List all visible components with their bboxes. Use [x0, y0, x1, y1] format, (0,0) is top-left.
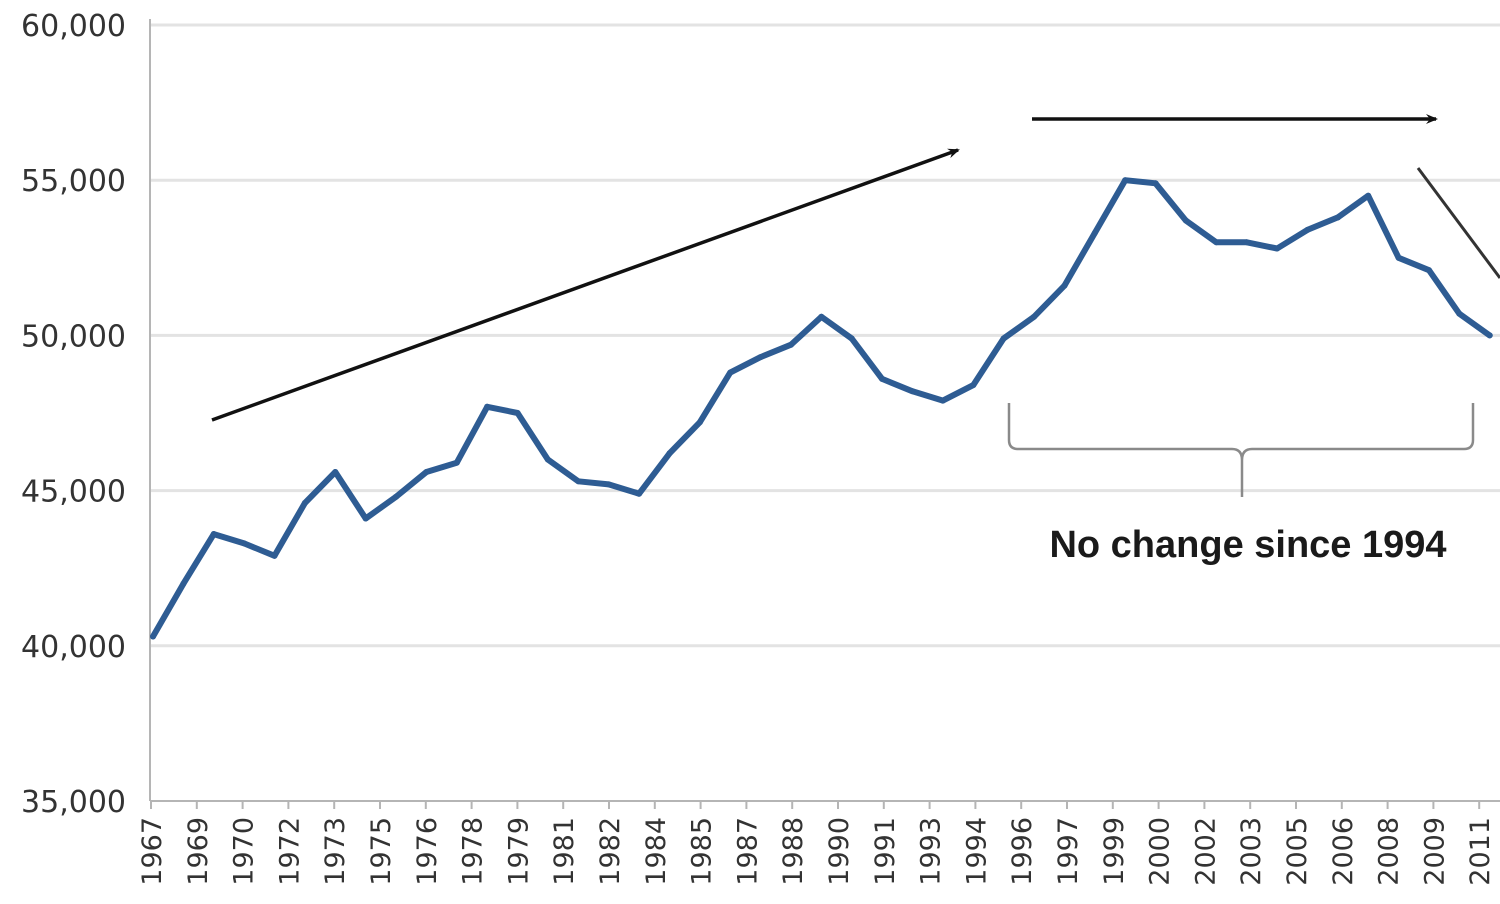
y-tick-label: 60,000	[21, 9, 126, 44]
data-point	[970, 382, 977, 389]
x-tick-label: 1981	[549, 817, 580, 886]
data-point	[1456, 310, 1463, 317]
data-point	[210, 531, 217, 538]
data-point	[1152, 180, 1159, 187]
x-tick-label: 1988	[778, 817, 809, 886]
x-tick-label: 1994	[961, 817, 992, 886]
data-point	[1395, 254, 1402, 261]
data-point	[848, 335, 855, 342]
data-point	[636, 490, 643, 497]
series-layer	[150, 177, 1493, 640]
data-point	[1182, 217, 1189, 224]
x-tick-label: 1973	[320, 817, 351, 886]
data-point	[150, 633, 156, 640]
data-point	[180, 580, 187, 587]
data-point	[332, 468, 339, 475]
data-point	[605, 481, 612, 488]
data-point	[879, 375, 886, 382]
data-point	[1122, 177, 1129, 184]
x-tick-label: 2011	[1465, 817, 1496, 886]
data-point	[241, 540, 248, 547]
data-point	[301, 500, 308, 507]
x-tick-label: 1996	[1007, 817, 1038, 886]
x-tick-label: 2005	[1282, 817, 1313, 886]
data-point	[1031, 313, 1038, 320]
data-point	[939, 397, 946, 404]
x-tick-label: 1982	[595, 817, 626, 886]
data-point	[909, 388, 916, 395]
y-axis-ticks: 35,000 40,000 45,000 50,000 55,000 60,000	[21, 9, 126, 820]
x-tick-label: 1972	[274, 817, 305, 886]
axes	[149, 19, 1500, 802]
data-point	[1274, 245, 1281, 252]
data-point	[666, 450, 673, 457]
data-point	[362, 515, 369, 522]
series-line	[150, 177, 1493, 640]
trend-down-arrow	[1416, 167, 1500, 279]
data-point	[1061, 282, 1068, 289]
data-point	[423, 468, 430, 475]
x-tick-label: 1991	[870, 817, 901, 886]
data-point	[1091, 229, 1098, 236]
x-tick-label: 2002	[1190, 817, 1221, 886]
data-point	[1243, 239, 1250, 246]
x-tick-label: 1967	[137, 817, 168, 886]
data-point	[575, 478, 582, 485]
x-tick-label: 2000	[1145, 817, 1176, 886]
y-tick-label: 45,000	[21, 475, 126, 510]
data-point	[1213, 239, 1220, 246]
data-point	[271, 552, 278, 559]
x-tick-label: 1969	[183, 817, 214, 886]
y-tick-label: 35,000	[21, 785, 126, 820]
data-point	[393, 493, 400, 500]
gridlines	[150, 23, 1500, 648]
data-point	[727, 369, 734, 376]
no-change-brace	[1007, 403, 1475, 497]
y-tick-label: 40,000	[21, 630, 126, 665]
data-point	[1334, 214, 1341, 221]
x-tick-label: 1987	[732, 817, 763, 886]
trend-up-arrow	[211, 148, 960, 422]
data-point	[1365, 192, 1372, 199]
data-point	[453, 459, 460, 466]
x-tick-label: 2008	[1374, 817, 1405, 886]
data-point	[787, 341, 794, 348]
data-point	[1486, 332, 1493, 339]
annotations: No change since 1994	[211, 114, 1500, 566]
x-tick-label: 1984	[641, 817, 672, 886]
x-tick-label: 1970	[229, 817, 260, 886]
x-tick-label: 2006	[1328, 817, 1359, 886]
x-tick-label: 1975	[366, 817, 397, 886]
y-tick-label: 50,000	[21, 319, 126, 354]
x-tick-label: 2009	[1419, 817, 1450, 886]
data-point	[544, 456, 551, 463]
y-tick-label: 55,000	[21, 164, 126, 199]
x-tick-label: 1999	[1099, 817, 1130, 886]
x-tick-label: 1997	[1053, 817, 1084, 886]
x-tick-label: 1979	[503, 817, 534, 886]
x-tick-label: 1978	[458, 817, 489, 886]
data-point	[696, 419, 703, 426]
no-change-annotation: No change since 1994	[1049, 524, 1446, 566]
x-tick-label: 1993	[916, 817, 947, 886]
x-tick-label: 1990	[824, 817, 855, 886]
data-point	[1425, 267, 1432, 274]
x-tick-label: 1985	[687, 817, 718, 886]
data-point	[818, 313, 825, 320]
x-tick-label: 2003	[1236, 817, 1267, 886]
data-point	[1304, 226, 1311, 233]
data-point	[1000, 335, 1007, 342]
x-tick-label: 1976	[412, 817, 443, 886]
data-point	[484, 403, 491, 410]
data-point	[757, 354, 764, 361]
x-axis-ticks: 1967 1969 1970 1972 1973 1975 1976 1978 1979 1981…	[137, 801, 1496, 886]
data-point	[514, 410, 521, 416]
